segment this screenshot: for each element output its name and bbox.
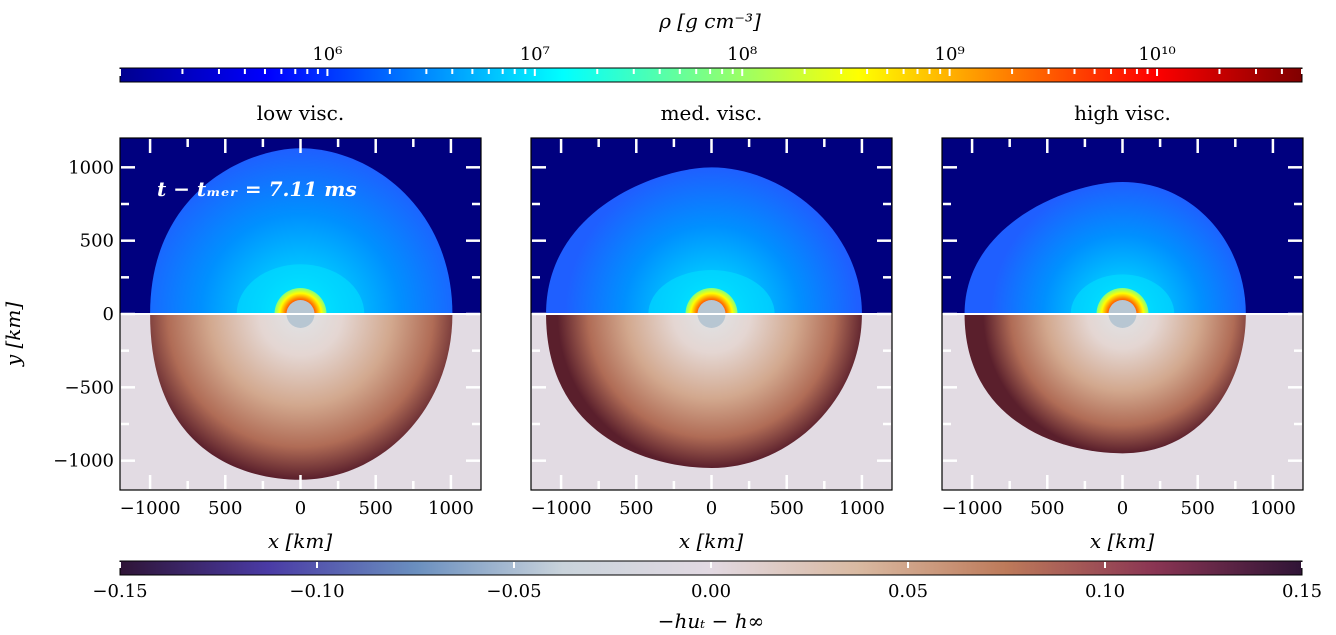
- density-tick-label-2: 10⁸: [727, 44, 757, 65]
- x-tick-label: 1000: [1250, 498, 1296, 519]
- density-tick-label-4: 10¹⁰: [1138, 44, 1175, 65]
- x-axis-label-3: x [km]: [1090, 529, 1155, 553]
- outflow-bernoulli: [964, 314, 1246, 454]
- x-tick-label: 500: [770, 498, 804, 519]
- density-colorbar-ticks: [119, 69, 1303, 76]
- bernoulli-colorbar-label: −huₜ − h∞: [658, 609, 764, 633]
- panel-1: low visc. t − tₘₑᵣ = 7.11 ms −1000 500 0 500 1…: [53, 101, 482, 519]
- panel-frame: [941, 137, 1304, 491]
- x-tick-label: −1000: [531, 498, 592, 519]
- density-colorbar: ρ [g cm⁻³] 10⁶ 10⁷ 10⁸ 10⁹ 10¹⁰: [119, 9, 1303, 83]
- bernoulli-tick-label-6: 0.15: [1282, 581, 1322, 602]
- panel-title: high visc.: [1074, 101, 1171, 125]
- y-tick-label: 500: [80, 231, 114, 252]
- density-colorbar-tick-labels: 10⁶ 10⁷ 10⁸ 10⁹ 10¹⁰: [312, 44, 1175, 65]
- x-tick-label: 500: [1030, 498, 1064, 519]
- outflow-bernoulli: [150, 314, 453, 480]
- x-axis-label-2: x [km]: [679, 529, 744, 553]
- panel-2-image: [531, 138, 892, 490]
- panel-3-ticks: [943, 139, 1302, 489]
- bernoulli-tick-label-2: −0.05: [486, 581, 541, 602]
- x-tick-label: 0: [1117, 498, 1128, 519]
- x-tick-label: −1000: [120, 498, 181, 519]
- panel-1-ticks: [121, 139, 480, 489]
- bernoulli-tick-label-5: 0.10: [1085, 581, 1125, 602]
- y-tick-label: −1000: [53, 451, 114, 472]
- x-tick-label: 500: [359, 498, 393, 519]
- y-tick-label: 0: [103, 304, 114, 325]
- x-tick-label: 1000: [428, 498, 474, 519]
- panel-3: high visc. −1000 500 0 500 1000: [941, 101, 1304, 519]
- panel-title: low visc.: [257, 101, 344, 125]
- y-tick-label: −500: [65, 377, 114, 398]
- bernoulli-tick-label-4: 0.05: [888, 581, 928, 602]
- panel-2: med. visc. −1000 500 0 500 1000: [530, 101, 893, 519]
- panel-1-image: [120, 138, 481, 490]
- y-axis-label: y [km]: [1, 302, 25, 368]
- density-tick-label-0: 10⁶: [312, 44, 342, 65]
- panels: low visc. t − tₘₑᵣ = 7.11 ms −1000 500 0 500 1…: [53, 101, 1304, 519]
- panel-2-ticks: [532, 139, 891, 489]
- bernoulli-tick-label-0: −0.15: [92, 581, 147, 602]
- x-axis-label-1: x [km]: [268, 529, 333, 553]
- x-tick-label: 0: [706, 498, 717, 519]
- x-tick-label: 500: [619, 498, 653, 519]
- density-colorbar-label: ρ [g cm⁻³]: [658, 9, 761, 33]
- panel-frame: [119, 137, 482, 491]
- density-tick-label-1: 10⁷: [520, 44, 550, 65]
- x-tick-label: −1000: [942, 498, 1003, 519]
- bernoulli-colorbar-ticks: −0.15 −0.10 −0.05 0.00 0.05 0.10 0.15: [92, 562, 1322, 602]
- x-tick-label: 500: [208, 498, 242, 519]
- bernoulli-colorbar: −0.15 −0.10 −0.05 0.00 0.05 0.10 0.15 −huₜ − h…: [92, 560, 1322, 633]
- panel-3-image: [942, 138, 1303, 490]
- outflow-density: [150, 148, 453, 314]
- panel-title: med. visc.: [661, 101, 763, 125]
- y-tick-label: 1000: [68, 157, 114, 178]
- bernoulli-tick-label-1: −0.10: [289, 581, 344, 602]
- outflow-bernoulli: [546, 314, 862, 468]
- panel-frame: [530, 137, 893, 491]
- x-tick-label: 1000: [839, 498, 885, 519]
- x-tick-label: 0: [295, 498, 306, 519]
- x-tick-label: 500: [1181, 498, 1215, 519]
- bernoulli-tick-label-3: 0.00: [691, 581, 731, 602]
- outflow-density: [964, 182, 1246, 314]
- time-annotation: t − tₘₑᵣ = 7.11 ms: [157, 177, 357, 201]
- outflow-density: [546, 167, 862, 314]
- density-tick-label-3: 10⁹: [935, 44, 965, 65]
